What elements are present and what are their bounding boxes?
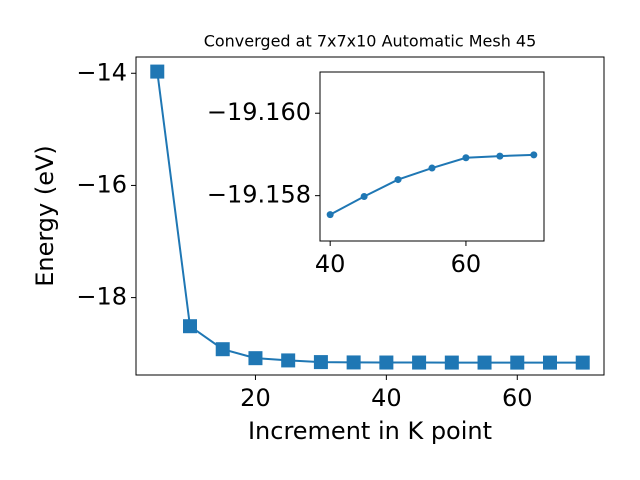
marker [183, 319, 197, 334]
x-tick-label: 60 [502, 384, 533, 412]
marker [313, 355, 328, 370]
marker [462, 154, 470, 162]
y-axis-label: Energy (eV) [31, 145, 59, 287]
y-tick-label: −19.160 [207, 98, 311, 126]
marker [215, 342, 230, 357]
marker [346, 355, 361, 370]
marker [575, 355, 590, 370]
marker [412, 355, 427, 370]
x-tick-label: 20 [240, 384, 271, 412]
marker [543, 355, 557, 370]
marker [428, 164, 436, 172]
marker [281, 353, 296, 368]
marker [530, 151, 538, 159]
marker [496, 152, 504, 160]
y-tick-label: −14 [76, 58, 127, 86]
marker [394, 176, 402, 184]
y-tick-label: −18 [76, 283, 127, 311]
marker [150, 64, 165, 79]
y-tick-label: −19.158 [207, 181, 311, 209]
y-tick-label: −16 [76, 170, 127, 198]
x-tick-label: 40 [371, 384, 402, 412]
marker [379, 355, 394, 370]
chart-title: Converged at 7x7x10 Automatic Mesh 45 [204, 32, 537, 51]
marker [326, 211, 334, 219]
x-axis-label: Increment in K point [248, 417, 492, 445]
marker [248, 351, 263, 366]
marker [477, 355, 492, 370]
x-tick-label: 60 [451, 250, 482, 278]
marker [444, 355, 459, 370]
marker [360, 192, 368, 200]
marker [510, 355, 525, 370]
x-tick-label: 40 [315, 250, 346, 278]
